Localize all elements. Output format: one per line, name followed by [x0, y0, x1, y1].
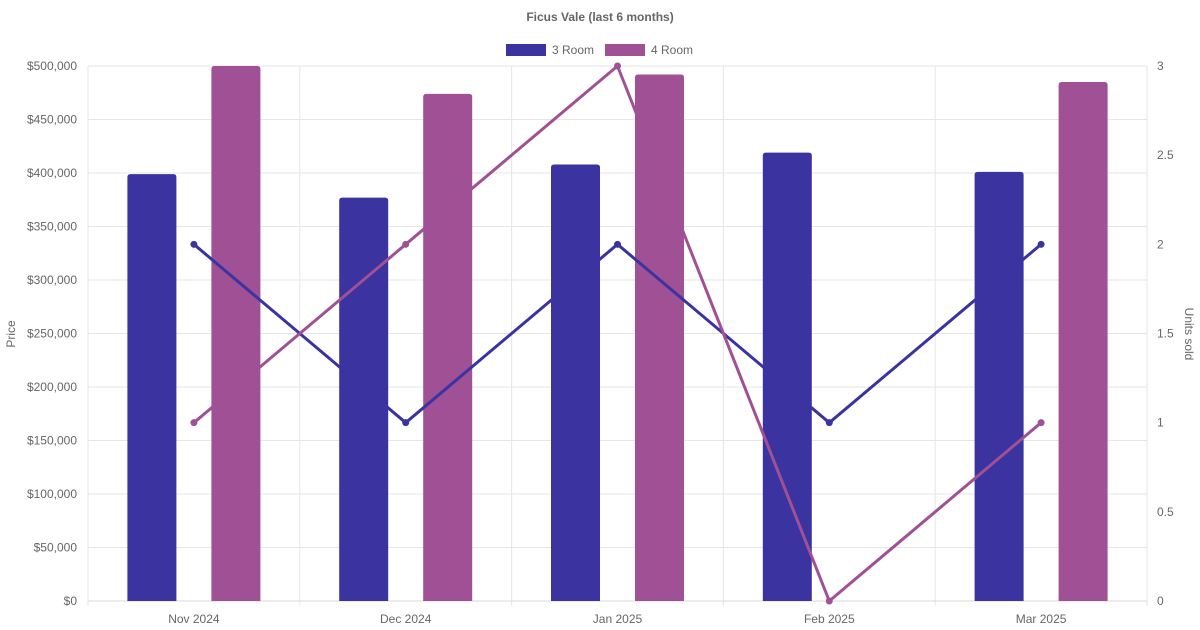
units-tick-label: 1 — [1157, 416, 1164, 430]
bar-3-room — [974, 171, 1024, 601]
legend-swatch — [506, 44, 546, 56]
axis-layer: $0 $50,000 $100,000 $150,000 $200,000 $250,00… — [27, 59, 1174, 626]
point-units-4-room — [190, 419, 198, 427]
units-tick-label: 3 — [1157, 59, 1164, 73]
units-tick-label: 1.5 — [1157, 327, 1174, 341]
units-tick-label: 0 — [1157, 594, 1164, 608]
bar-3-room — [127, 174, 177, 601]
price-tick-label: $300,000 — [27, 273, 77, 287]
category-tick-label: Mar 2025 — [1016, 612, 1067, 626]
point-units-4-room — [1037, 419, 1045, 427]
legend-item-3-room[interactable]: 3 Room — [506, 43, 594, 57]
point-units-3-room — [190, 240, 198, 248]
legend-item-4-room[interactable]: 4 Room — [605, 43, 693, 57]
legend-label: 3 Room — [552, 43, 594, 57]
point-units-3-room — [825, 419, 833, 427]
bar-3-room — [762, 152, 812, 602]
units-axis-title: Units sold — [1182, 308, 1196, 361]
point-units-4-room — [825, 597, 833, 605]
point-units-3-room — [1037, 240, 1045, 248]
bar-4-room — [211, 66, 261, 601]
price-tick-label: $500,000 — [27, 59, 77, 73]
category-tick-label: Nov 2024 — [168, 612, 220, 626]
price-tick-label: $250,000 — [27, 327, 77, 341]
price-tick-label: $450,000 — [27, 113, 77, 127]
bar-3-room — [551, 164, 600, 601]
price-tick-label: $200,000 — [27, 380, 77, 394]
price-axis-title: Price — [4, 320, 18, 348]
grid-layer — [87, 65, 1148, 606]
category-tick-label: Dec 2024 — [380, 612, 432, 626]
bar-4-room — [423, 93, 473, 601]
bar-3-room — [339, 197, 389, 602]
legend-swatch — [605, 44, 645, 56]
units-tick-label: 2 — [1157, 237, 1164, 251]
bar-4-room — [1058, 82, 1108, 602]
price-tick-label: $350,000 — [27, 220, 77, 234]
chart-title: Ficus Vale (last 6 months) — [526, 10, 673, 24]
price-tick-label: $150,000 — [27, 434, 77, 448]
category-tick-label: Feb 2025 — [804, 612, 855, 626]
units-tick-label: 2.5 — [1157, 148, 1174, 162]
bar-4-room — [635, 74, 684, 601]
point-units-3-room — [614, 240, 621, 248]
price-tick-label: $100,000 — [27, 487, 77, 501]
category-tick-label: Jan 2025 — [593, 612, 643, 626]
legend: 3 Room 4 Room — [506, 43, 693, 57]
price-tick-label: $0 — [64, 594, 78, 608]
point-units-3-room — [402, 419, 410, 427]
point-units-4-room — [614, 62, 621, 70]
price-tick-label: $50,000 — [34, 541, 78, 555]
legend-label: 4 Room — [651, 43, 693, 57]
price-tick-label: $400,000 — [27, 166, 77, 180]
point-units-4-room — [402, 240, 410, 248]
line-layer — [190, 62, 1045, 605]
units-tick-label: 0.5 — [1157, 505, 1174, 519]
